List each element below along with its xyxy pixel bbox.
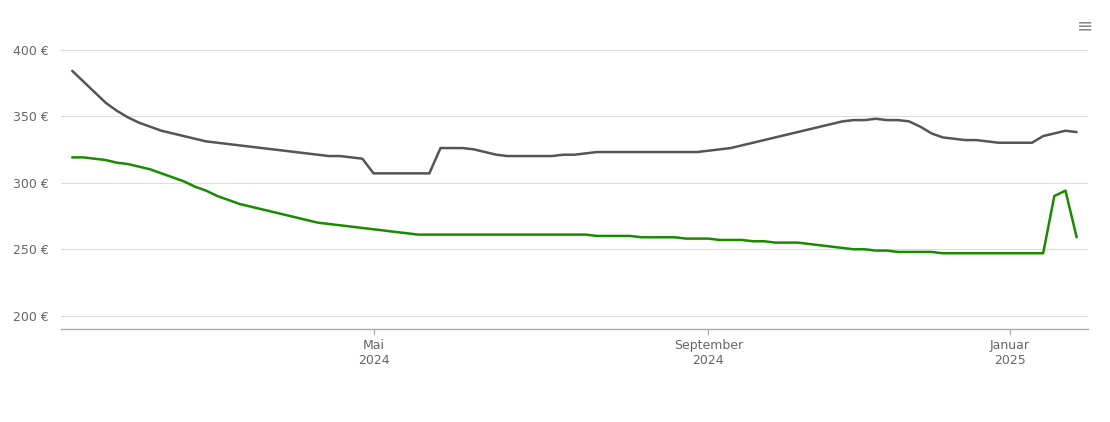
- Text: ≡: ≡: [1077, 17, 1093, 36]
